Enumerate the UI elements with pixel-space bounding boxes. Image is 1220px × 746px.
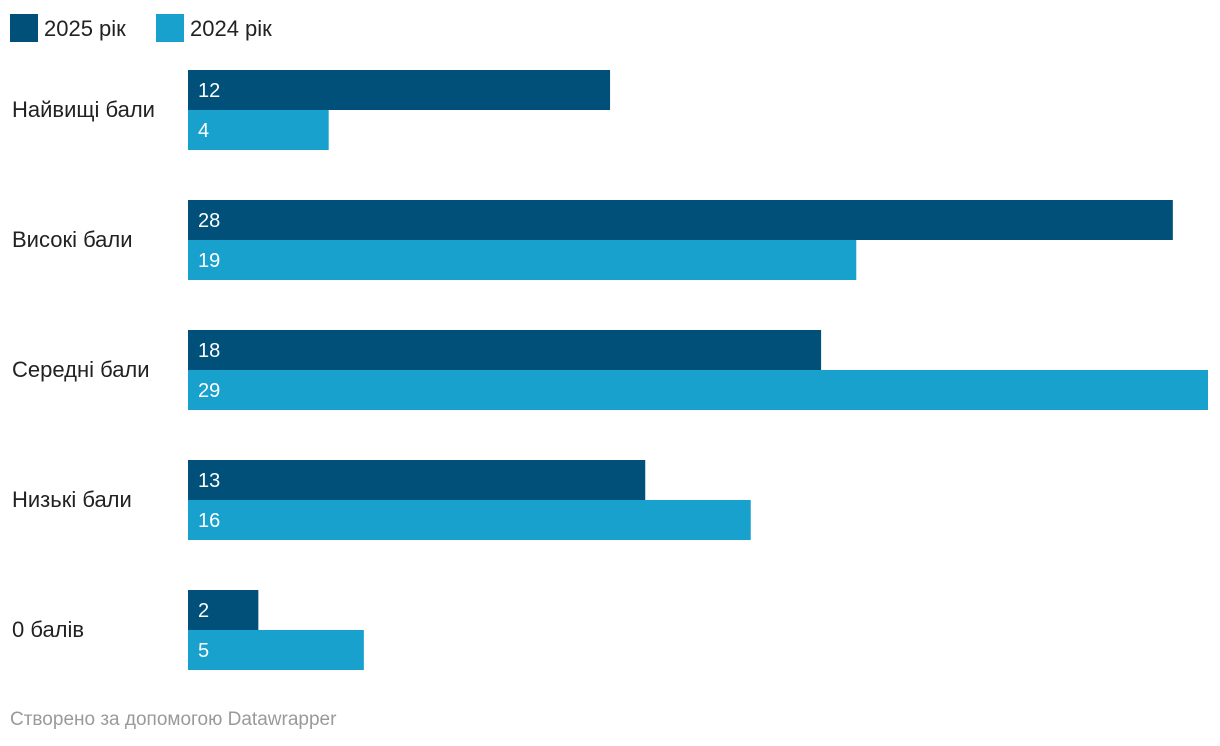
bar-2025 <box>188 590 259 630</box>
legend-swatch-2024 <box>156 14 184 42</box>
bar-2025 <box>188 460 646 500</box>
value-label: 5 <box>198 640 209 662</box>
legend-label-2025: 2025 рік <box>44 16 126 41</box>
bar-2025 <box>188 70 611 110</box>
footer-credit: Створено за допомогою Datawrapper <box>10 709 337 730</box>
value-label: 28 <box>198 210 220 232</box>
bar-2024 <box>188 500 751 540</box>
bar-2024 <box>188 370 1208 410</box>
category-label: 0 балів <box>12 617 84 642</box>
category-label: Середні бали <box>12 357 150 382</box>
legend-label-2024: 2024 рік <box>190 16 272 41</box>
value-label: 2 <box>198 600 209 622</box>
bar-2024 <box>188 240 857 280</box>
value-label: 18 <box>198 340 220 362</box>
value-label: 4 <box>198 120 209 142</box>
legend-swatch-2025 <box>10 14 38 42</box>
value-label: 13 <box>198 470 220 492</box>
value-label: 16 <box>198 510 220 532</box>
value-label: 19 <box>198 250 220 272</box>
value-label: 29 <box>198 380 220 402</box>
category-labels: Найвищі бали Високі бали Середні бали Низьк… <box>12 97 155 642</box>
legend: 2025 рік 2024 рік <box>10 14 272 42</box>
bar-2024 <box>188 630 364 670</box>
value-label: 12 <box>198 80 220 102</box>
bar-2025 <box>188 200 1173 240</box>
category-label: Низькі бали <box>12 487 132 512</box>
bar-2024 <box>188 110 329 150</box>
bars <box>188 70 1208 670</box>
bar-2025 <box>188 330 822 370</box>
value-labels: 12 4 28 19 18 29 13 16 2 5 <box>198 80 220 662</box>
category-label: Високі бали <box>12 227 133 252</box>
category-label: Найвищі бали <box>12 97 155 122</box>
